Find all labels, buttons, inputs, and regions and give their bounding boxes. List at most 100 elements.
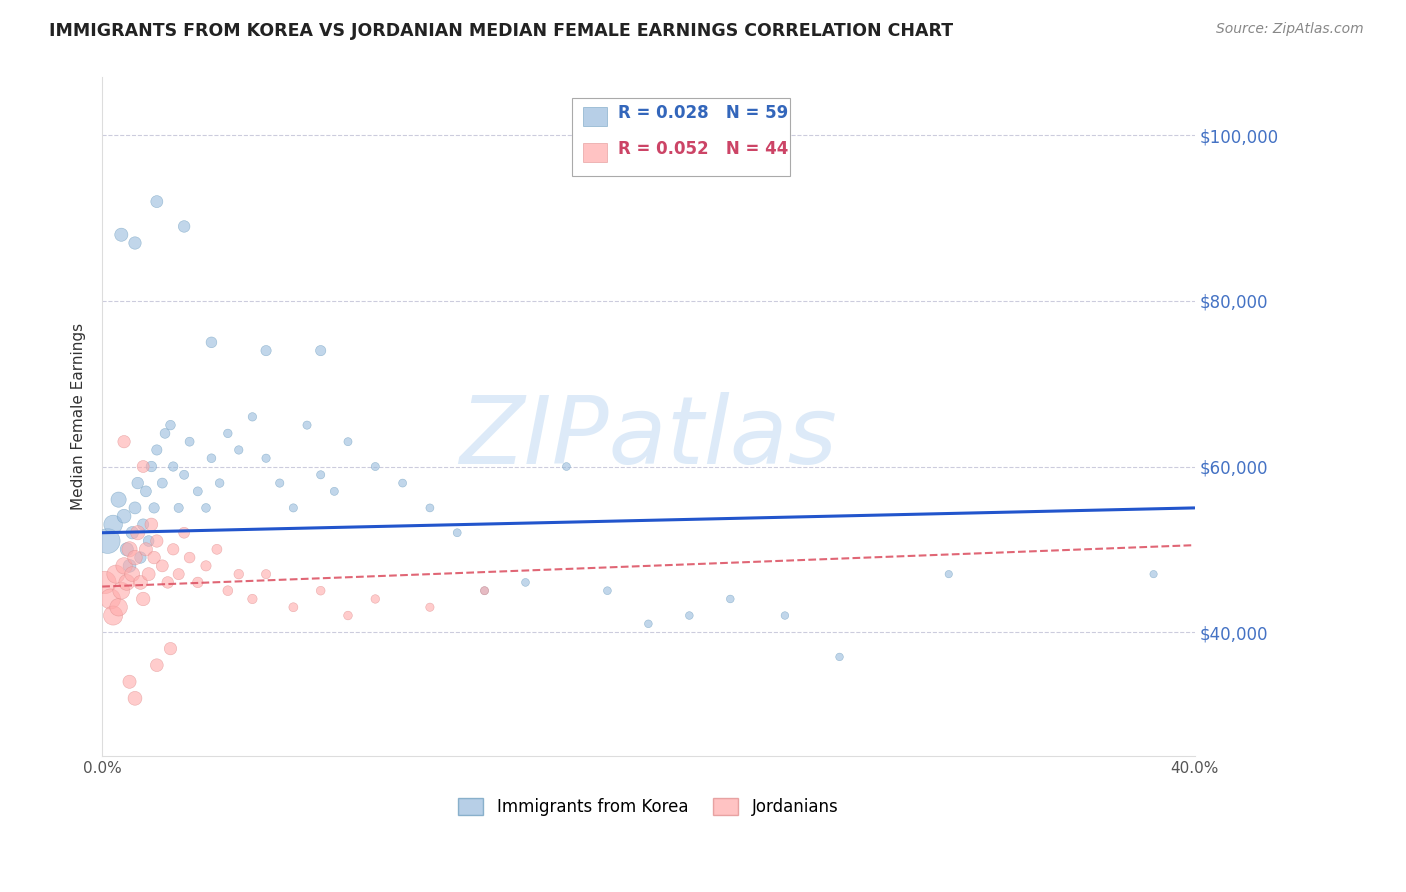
Point: [179, 550, 201, 565]
Point: [295, 418, 318, 433]
Point: [146, 194, 169, 209]
Point: [474, 583, 496, 598]
Point: [187, 575, 209, 590]
Point: [773, 608, 796, 623]
Point: [179, 434, 201, 449]
Point: [135, 542, 157, 557]
Point: [143, 500, 166, 515]
Point: [112, 434, 135, 449]
Point: [938, 567, 960, 582]
Point: [173, 219, 195, 234]
FancyBboxPatch shape: [583, 143, 607, 162]
Point: [173, 525, 195, 540]
Point: [124, 550, 146, 565]
Point: [118, 542, 141, 557]
Point: [138, 567, 160, 582]
Point: [162, 459, 184, 474]
Y-axis label: Median Female Earnings: Median Female Earnings: [72, 323, 86, 510]
Point: [678, 608, 700, 623]
Point: [124, 500, 146, 515]
Point: [153, 426, 176, 441]
Point: [309, 583, 332, 598]
Point: [156, 575, 179, 590]
Text: Source: ZipAtlas.com: Source: ZipAtlas.com: [1216, 22, 1364, 37]
Point: [143, 550, 166, 565]
Point: [124, 691, 146, 706]
Point: [205, 542, 228, 557]
Point: [173, 467, 195, 482]
Point: [167, 567, 190, 582]
Point: [159, 418, 181, 433]
Point: [419, 600, 441, 615]
Point: [112, 509, 135, 524]
Point: [110, 583, 132, 598]
Point: [242, 409, 264, 424]
Point: [309, 343, 332, 358]
Point: [254, 451, 277, 466]
Point: [138, 534, 160, 549]
Point: [336, 608, 359, 623]
Text: R = 0.052   N = 44: R = 0.052 N = 44: [617, 140, 789, 158]
Point: [112, 558, 135, 573]
Point: [515, 575, 537, 590]
FancyBboxPatch shape: [572, 98, 790, 176]
Point: [146, 534, 169, 549]
Point: [269, 476, 291, 491]
Point: [596, 583, 619, 598]
Point: [283, 500, 305, 515]
Point: [364, 591, 387, 606]
Point: [141, 517, 163, 532]
Point: [141, 459, 163, 474]
Point: [391, 476, 413, 491]
Point: [107, 600, 129, 615]
Point: [254, 567, 277, 582]
Point: [474, 583, 496, 598]
Point: [132, 517, 155, 532]
Point: [195, 500, 218, 515]
Text: ZIPatlas: ZIPatlas: [460, 392, 838, 483]
Point: [159, 641, 181, 656]
Point: [446, 525, 468, 540]
Point: [121, 567, 143, 582]
Point: [309, 467, 332, 482]
Point: [283, 600, 305, 615]
Point: [129, 575, 152, 590]
Point: [167, 500, 190, 515]
Point: [162, 542, 184, 557]
Point: [121, 525, 143, 540]
Point: [129, 550, 152, 565]
Point: [555, 459, 578, 474]
Point: [127, 476, 149, 491]
Point: [150, 558, 173, 573]
Point: [1142, 567, 1164, 582]
Point: [127, 525, 149, 540]
Point: [718, 591, 741, 606]
FancyBboxPatch shape: [583, 107, 607, 127]
Legend: Immigrants from Korea, Jordanians: Immigrants from Korea, Jordanians: [451, 791, 845, 822]
Point: [146, 658, 169, 673]
Point: [419, 500, 441, 515]
Point: [200, 451, 222, 466]
Point: [254, 343, 277, 358]
Point: [104, 567, 127, 582]
Point: [208, 476, 231, 491]
Point: [101, 517, 124, 532]
Point: [336, 434, 359, 449]
Point: [100, 591, 122, 606]
Point: [101, 608, 124, 623]
Point: [115, 542, 138, 557]
Point: [364, 459, 387, 474]
Point: [146, 442, 169, 457]
Point: [124, 235, 146, 250]
Point: [150, 476, 173, 491]
Point: [637, 616, 659, 631]
Point: [228, 567, 250, 582]
Point: [107, 492, 129, 507]
Point: [118, 674, 141, 689]
Point: [115, 575, 138, 590]
Point: [132, 591, 155, 606]
Point: [187, 484, 209, 499]
Point: [200, 335, 222, 350]
Point: [828, 649, 851, 664]
Text: R = 0.028   N = 59: R = 0.028 N = 59: [617, 103, 787, 121]
